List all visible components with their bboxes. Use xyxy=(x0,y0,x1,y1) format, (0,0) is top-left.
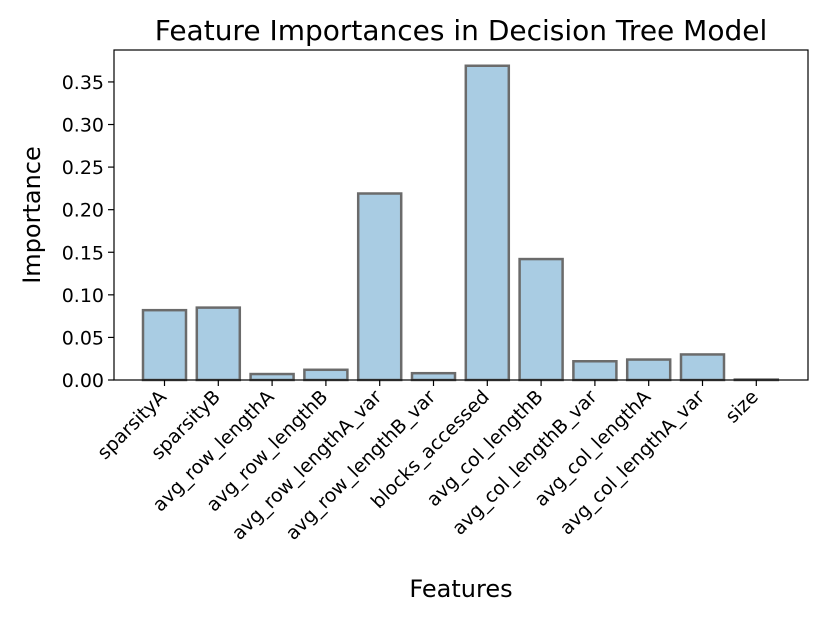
bar-avg-col-lengthA-var xyxy=(679,353,726,382)
bar-avg-row-lengthA xyxy=(249,372,295,382)
bar-avg-row-lengthA-var xyxy=(356,192,403,382)
y-axis-label: Importance xyxy=(18,146,46,284)
plot-frame xyxy=(113,49,809,381)
bar-sparsityA xyxy=(141,308,188,382)
y-tick-label: 0.00 xyxy=(62,370,104,392)
axes xyxy=(113,49,809,381)
y-tick-label: 0.20 xyxy=(62,200,104,222)
y-tick-label: 0.35 xyxy=(62,72,104,94)
bar-avg-row-lengthB-var xyxy=(410,371,457,382)
bar-avg-col-lengthA xyxy=(625,358,672,382)
y-tick-label: 0.30 xyxy=(62,115,104,137)
x-tick-label: size xyxy=(721,386,763,428)
y-tick-label: 0.15 xyxy=(62,242,104,264)
y-tick-label: 0.10 xyxy=(62,285,104,307)
y-tick-label: 0.25 xyxy=(62,157,104,179)
bar-sparsityB xyxy=(195,306,242,382)
bars xyxy=(141,64,780,382)
y-ticks: 0.00 0.05 0.10 0.15 0.20 0.25 0.30 0.35 xyxy=(62,72,114,392)
y-tick-label: 0.05 xyxy=(62,327,104,349)
bar-avg-col-lengthB-var xyxy=(572,360,618,382)
x-axis-label: Features xyxy=(409,575,512,603)
bar-avg-col-lengthB xyxy=(518,257,564,382)
bar-avg-row-lengthB xyxy=(303,368,349,382)
bar-blocks-accessed xyxy=(464,64,511,382)
chart-title: Feature Importances in Decision Tree Mod… xyxy=(155,14,768,47)
x-ticks: sparsityAsparsityBavg_row_lengthAavg_row… xyxy=(93,380,763,545)
